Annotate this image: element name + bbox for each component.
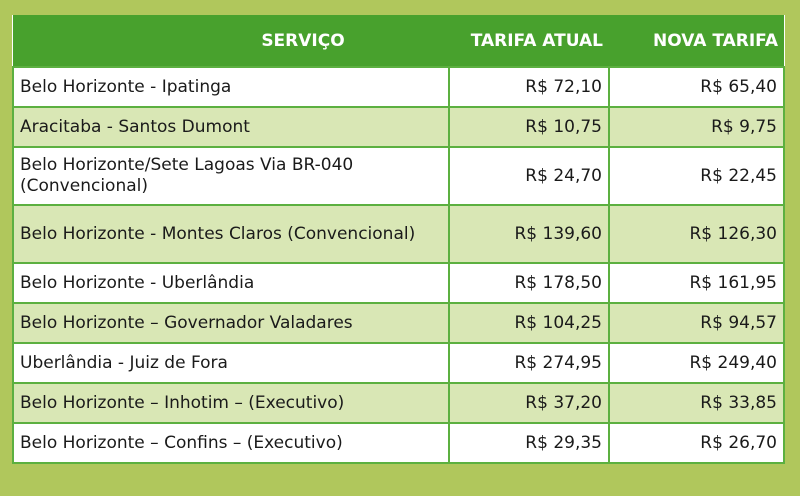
- table-row: Belo Horizonte – Inhotim – (Executivo) R$…: [12, 382, 785, 424]
- header-row: SERVIÇO TARIFA ATUAL NOVA TARIFA: [13, 15, 784, 67]
- table-row: Belo Horizonte – Governador Valadares R$ …: [12, 302, 785, 344]
- fare-table: SERVIÇO TARIFA ATUAL NOVA TARIFA Belo Ho…: [12, 15, 785, 464]
- service-cell: Belo Horizonte - Uberlândia: [12, 262, 450, 304]
- service-cell: Belo Horizonte – Governador Valadares: [12, 302, 450, 344]
- table-row: Uberlândia - Juiz de Fora R$ 274,95 R$ 249…: [12, 342, 785, 384]
- service-cell: Belo Horizonte – Confins – (Executivo): [12, 422, 450, 464]
- new-fare-cell: R$ 26,70: [608, 422, 785, 464]
- current-fare-cell: R$ 24,70: [448, 146, 610, 206]
- current-fare-cell: R$ 29,35: [448, 422, 610, 464]
- current-fare-cell: R$ 139,60: [448, 204, 610, 264]
- new-fare-cell: R$ 22,45: [608, 146, 785, 206]
- service-cell: Belo Horizonte - Montes Claros (Convenci…: [12, 204, 450, 264]
- service-cell: Uberlândia - Juiz de Fora: [12, 342, 450, 384]
- current-fare-cell: R$ 10,75: [448, 106, 610, 148]
- service-cell: Belo Horizonte/Sete Lagoas Via BR-040 (C…: [12, 146, 450, 206]
- header-tarifa-atual: TARIFA ATUAL: [449, 15, 609, 67]
- table-row: Belo Horizonte - Montes Claros (Convenci…: [12, 204, 785, 264]
- header-nova-tarifa: NOVA TARIFA: [609, 15, 784, 67]
- table-row: Belo Horizonte - Ipatinga R$ 72,10 R$ 65,4…: [12, 66, 785, 108]
- current-fare-cell: R$ 72,10: [448, 66, 610, 108]
- new-fare-cell: R$ 126,30: [608, 204, 785, 264]
- new-fare-cell: R$ 161,95: [608, 262, 785, 304]
- table-row: Belo Horizonte - Uberlândia R$ 178,50 R$ 1…: [12, 262, 785, 304]
- new-fare-cell: R$ 94,57: [608, 302, 785, 344]
- new-fare-cell: R$ 33,85: [608, 382, 785, 424]
- current-fare-cell: R$ 178,50: [448, 262, 610, 304]
- current-fare-cell: R$ 104,25: [448, 302, 610, 344]
- service-cell: Aracitaba - Santos Dumont: [12, 106, 450, 148]
- header-servico: SERVIÇO: [13, 15, 449, 67]
- service-cell: Belo Horizonte - Ipatinga: [12, 66, 450, 108]
- table-row: Belo Horizonte/Sete Lagoas Via BR-040 (C…: [12, 146, 785, 206]
- new-fare-cell: R$ 249,40: [608, 342, 785, 384]
- current-fare-cell: R$ 274,95: [448, 342, 610, 384]
- service-cell: Belo Horizonte – Inhotim – (Executivo): [12, 382, 450, 424]
- table-row: Aracitaba - Santos Dumont R$ 10,75 R$ 9,75: [12, 106, 785, 148]
- current-fare-cell: R$ 37,20: [448, 382, 610, 424]
- table-row: Belo Horizonte – Confins – (Executivo) R$…: [12, 422, 785, 464]
- new-fare-cell: R$ 9,75: [608, 106, 785, 148]
- new-fare-cell: R$ 65,40: [608, 66, 785, 108]
